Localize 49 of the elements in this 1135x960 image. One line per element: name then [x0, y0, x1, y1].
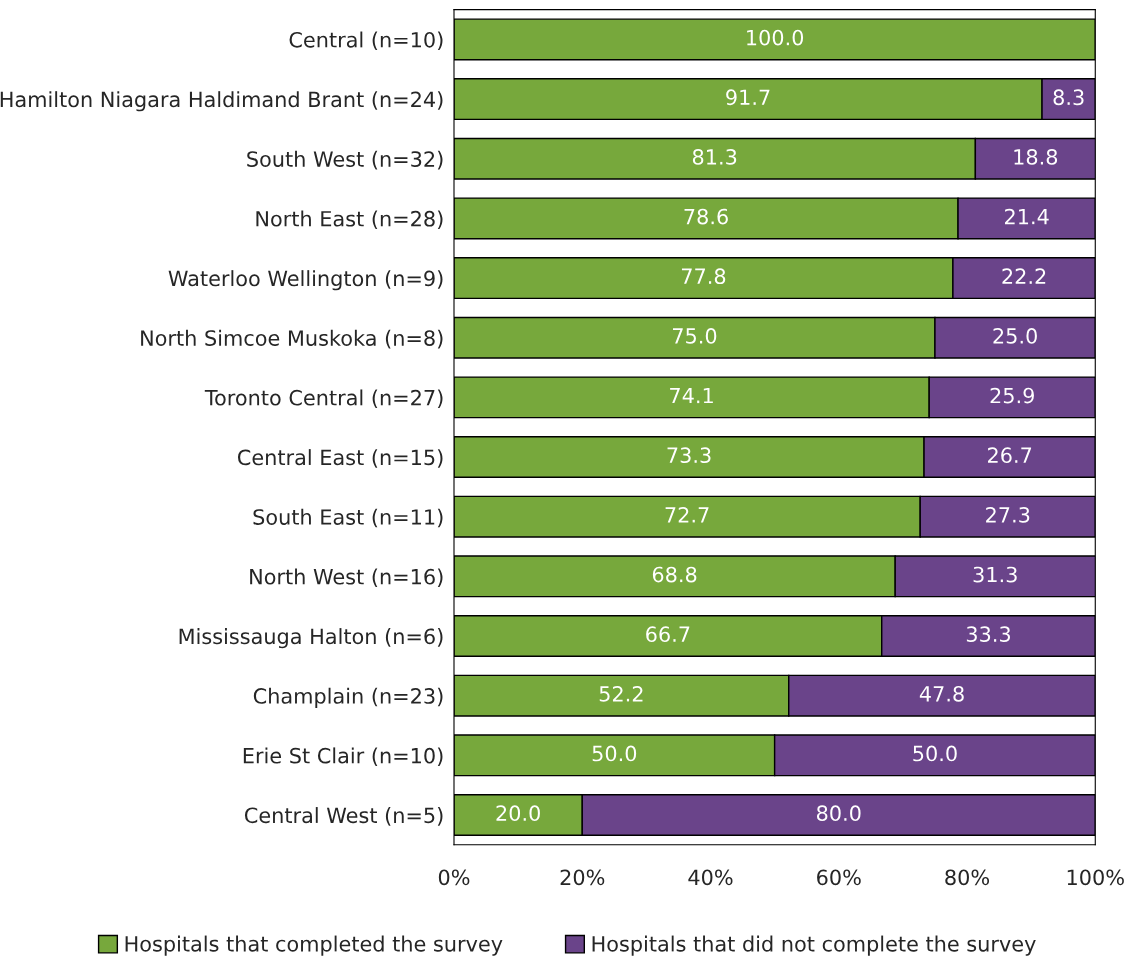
data-label: 20.0 [496, 805, 540, 822]
data-label: 72.7 [665, 506, 709, 523]
data-label: 74.1 [670, 387, 713, 404]
data-label: 26.7 [988, 447, 1032, 464]
y-tick-label: Champlain (n=23) [253, 687, 443, 708]
x-tick-label: 100% [1067, 869, 1124, 886]
data-label: 78.6 [684, 208, 728, 225]
data-label: 81.3 [692, 149, 737, 165]
data-label: 31.3 [973, 566, 1017, 583]
data-label: 18.8 [1014, 149, 1058, 165]
data-label: 73.3 [667, 447, 711, 464]
data-label: 50.0 [592, 745, 637, 762]
data-label: 22.2 [1002, 268, 1046, 284]
y-tick-label: Toronto Central (n=27) [204, 389, 443, 409]
y-tick-label: South West (n=32) [247, 150, 443, 170]
data-label: 66.7 [646, 626, 690, 643]
data-label: 52.2 [599, 685, 643, 702]
y-tick-label: North Simcoe Muskoka (n=8) [141, 329, 443, 349]
legend-label: Hospitals that completed the survey [125, 935, 503, 956]
data-label: 91.7 [726, 89, 770, 106]
x-tick-label: 60% [817, 869, 861, 886]
y-tick-label: Central West (n=5) [244, 807, 443, 826]
y-tick-label: Central East (n=15) [237, 449, 443, 468]
x-tick-label: 20% [560, 869, 605, 886]
data-label: 100.0 [747, 29, 804, 46]
legend-label: Hospitals that did not complete the survey [592, 935, 1036, 956]
x-tick-label: 0% [438, 869, 470, 886]
data-label: 50.0 [913, 745, 957, 762]
data-label: 33.3 [966, 626, 1011, 643]
x-tick-label: 80% [945, 869, 990, 886]
y-tick-label: South East (n=11) [253, 508, 443, 528]
data-label: 80.0 [816, 805, 861, 822]
y-tick-label: Mississauga Halton (n=6) [179, 628, 443, 649]
y-tick-label: North East (n=28) [256, 210, 443, 230]
data-label: 8.3 [1053, 89, 1084, 106]
data-label: 47.8 [919, 685, 964, 702]
data-label: 27.3 [986, 506, 1030, 523]
data-label: 25.9 [990, 387, 1034, 404]
y-tick-label: Erie St Clair (n=10) [243, 747, 443, 766]
y-tick-label: Central (n=10) [289, 31, 443, 51]
x-tick-label: 40% [688, 869, 733, 886]
data-label: 68.8 [652, 566, 697, 583]
y-tick-label: North West (n=16) [250, 568, 443, 588]
data-label: 75.0 [672, 328, 717, 344]
data-label: 25.0 [993, 328, 1037, 344]
data-label: 77.8 [681, 268, 726, 285]
y-tick-label: Hamilton Niagara Haldimand Brant (n=24) [0, 91, 443, 112]
data-label: 21.4 [1004, 208, 1049, 225]
y-tick-label: Waterloo Wellington (n=9) [168, 270, 443, 291]
